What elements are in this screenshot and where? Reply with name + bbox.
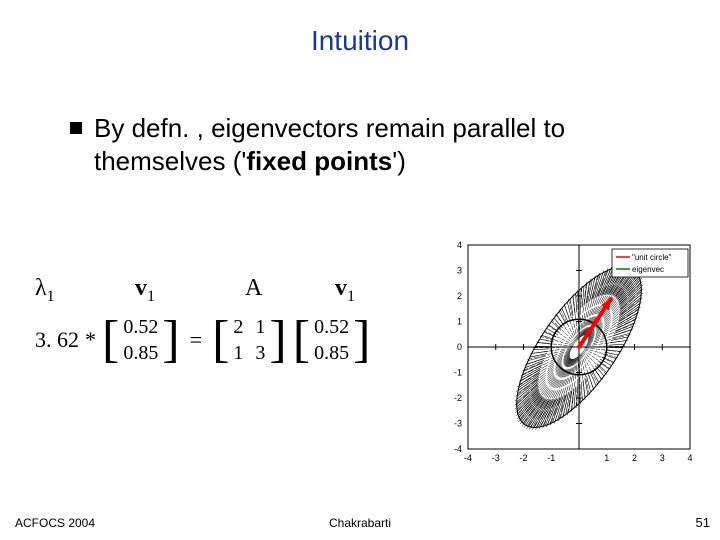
svg-text:-1: -1 <box>454 368 462 378</box>
svg-text:-3: -3 <box>492 453 500 463</box>
bullet-text: By defn. , eigenvectors remain parallel … <box>94 112 680 177</box>
svg-text:3: 3 <box>660 453 665 463</box>
vector-v1-right: [ 0.52 0.85 ] <box>293 314 371 366</box>
bullet-section: By defn. , eigenvectors remain parallel … <box>70 112 680 177</box>
asterisk: * <box>85 327 96 353</box>
svg-text:0: 0 <box>457 342 462 352</box>
svg-text:1: 1 <box>604 453 609 463</box>
svg-text:-4: -4 <box>454 444 462 454</box>
svg-text:-2: -2 <box>519 453 527 463</box>
footer-left: ACFOCS 2004 <box>15 516 95 530</box>
svg-text:-3: -3 <box>454 419 462 429</box>
svg-text:2: 2 <box>632 453 637 463</box>
svg-text:1: 1 <box>457 317 462 327</box>
scalar-value: 3. 62 <box>35 327 79 353</box>
slide-title: Intuition <box>0 0 720 57</box>
svg-text:4: 4 <box>687 453 692 463</box>
svg-text:-1: -1 <box>547 453 555 463</box>
svg-text:"unit circle": "unit circle" <box>632 253 672 262</box>
bullet-marker <box>70 122 82 134</box>
equation-area: λ1 v1 A v1 3. 62 * [ 0.52 0.85 ] = [ 21 … <box>35 275 435 366</box>
v1-label-left: v1 <box>135 275 175 306</box>
lambda-label: λ1 <box>35 275 95 306</box>
footer-right: 51 <box>696 515 710 530</box>
equals-sign: = <box>190 327 202 353</box>
vector-v1-left: [ 0.52 0.85 ] <box>102 314 180 366</box>
svg-text:-2: -2 <box>454 393 462 403</box>
eigen-chart: -4-4 -3 -3 -2 -2 -1 -1 0 1 1 2 2 3 3 4 4 "unit circle" ei… <box>440 235 700 485</box>
svg-text:eigenvec: eigenvec <box>632 265 664 274</box>
A-label: A <box>245 275 275 306</box>
svg-text:2: 2 <box>457 291 462 301</box>
matrix-A: [ 21 13 ] <box>212 314 287 366</box>
svg-text:-4: -4 <box>464 453 472 463</box>
footer-center: Chakrabarti <box>329 516 391 530</box>
svg-text:4: 4 <box>457 240 462 250</box>
v1-label-right: v1 <box>335 275 375 306</box>
svg-text:3: 3 <box>457 266 462 276</box>
